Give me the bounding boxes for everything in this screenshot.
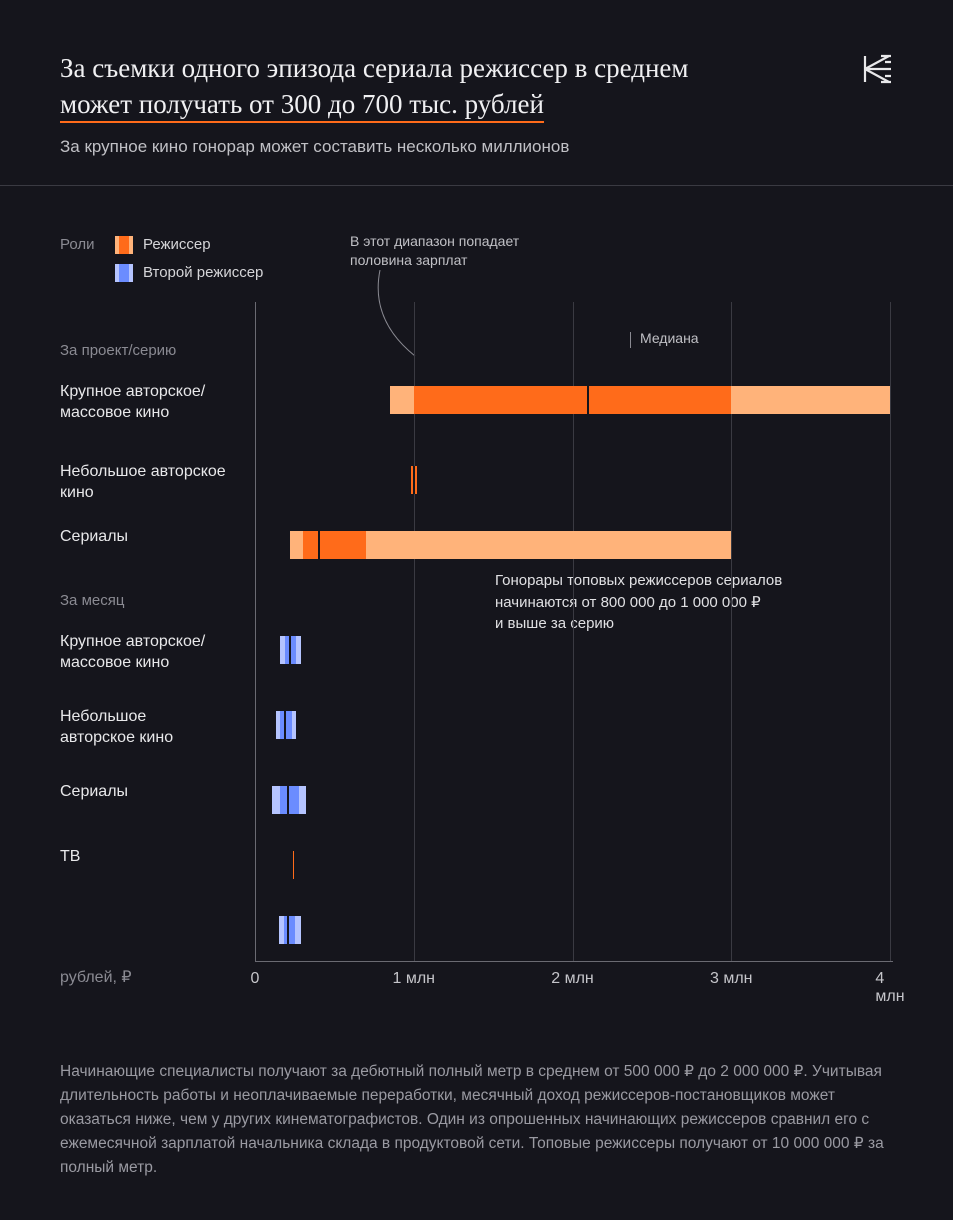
section-label: За месяц	[60, 592, 124, 609]
plot-area: Медиана Гонорары топовых режиссеров сери…	[255, 302, 893, 962]
grid-line	[255, 302, 256, 961]
bar-median-tick	[413, 466, 415, 494]
header: За съемки одного эпизода сериала режиссе…	[60, 50, 893, 157]
legend-item-director: Режиссер	[115, 236, 263, 254]
bar-median-tick	[294, 851, 296, 879]
median-label: Медиана	[640, 330, 699, 346]
row-label: Сериалы	[60, 782, 128, 803]
bar-range-inner	[414, 386, 732, 414]
bar-median-tick	[284, 711, 286, 739]
page-title: За съемки одного эпизода сериала режиссе…	[60, 50, 823, 123]
bar-median-tick	[287, 916, 289, 944]
x-tick-label: 4 млн	[875, 970, 904, 1006]
bar-median-tick	[318, 531, 320, 559]
row-label: Крупное авторское/ массовое кино	[60, 382, 205, 424]
inline-note: Гонорары топовых режиссеров сериалов нач…	[495, 570, 782, 635]
bar-median-tick	[587, 386, 589, 414]
legend-item-assistant: Второй режиссер	[115, 264, 263, 282]
title-line1: За съемки одного эпизода сериала режиссе…	[60, 53, 689, 83]
row-label: Сериалы	[60, 527, 128, 548]
footer-text: Начинающие специалисты получают за дебют…	[60, 1060, 893, 1180]
page-subtitle: За крупное кино гонорар может составить …	[60, 137, 823, 157]
legend-swatch-assistant	[115, 264, 133, 282]
divider	[0, 185, 953, 186]
legend-swatch-director	[115, 236, 133, 254]
row-label: Небольшое авторское кино	[60, 462, 226, 504]
row-label: Небольшое авторское кино	[60, 707, 173, 749]
range-annotation: В этот диапазон попадает половина зарпла…	[350, 232, 519, 270]
title-line2: может получать от 300 до 700 тыс. рублей	[60, 89, 544, 123]
bar-range-inner	[303, 531, 367, 559]
legend-label: Роли	[60, 236, 115, 253]
chart-area: Роли Режиссер Второй режиссер В этот диа…	[60, 236, 893, 1002]
bar-range-inner	[280, 786, 299, 814]
bar-median-tick	[287, 786, 289, 814]
x-tick-label: 1 млн	[392, 970, 435, 988]
row-label: ТВ	[60, 847, 80, 868]
x-tick-label: 3 млн	[710, 970, 753, 988]
legend-text-director: Режиссер	[143, 236, 211, 253]
bar-median-tick	[289, 636, 291, 664]
x-axis-label: рублей, ₽	[60, 967, 132, 987]
row-label: Крупное авторское/ массовое кино	[60, 632, 205, 674]
grid-line	[890, 302, 891, 961]
x-tick-label: 2 млн	[551, 970, 594, 988]
x-tick-label: 0	[251, 970, 260, 988]
median-indicator-tick	[630, 332, 631, 348]
plot: За проект/серию Крупное авторское/ массов…	[60, 302, 893, 1002]
kinopoisk-logo-icon	[863, 54, 893, 89]
section-label: За проект/серию	[60, 342, 176, 359]
legend-text-assistant: Второй режиссер	[143, 264, 263, 281]
